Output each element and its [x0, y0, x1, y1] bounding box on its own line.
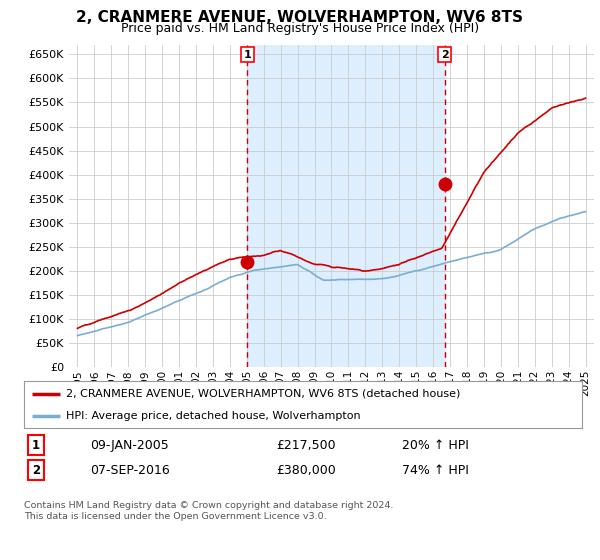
Text: 2: 2	[441, 50, 449, 59]
Text: 2, CRANMERE AVENUE, WOLVERHAMPTON, WV6 8TS (detached house): 2, CRANMERE AVENUE, WOLVERHAMPTON, WV6 8…	[66, 389, 460, 399]
Text: 07-SEP-2016: 07-SEP-2016	[90, 464, 170, 477]
Text: HPI: Average price, detached house, Wolverhampton: HPI: Average price, detached house, Wolv…	[66, 410, 361, 421]
Text: 2, CRANMERE AVENUE, WOLVERHAMPTON, WV6 8TS: 2, CRANMERE AVENUE, WOLVERHAMPTON, WV6 8…	[77, 10, 523, 25]
Text: Contains HM Land Registry data © Crown copyright and database right 2024.
This d: Contains HM Land Registry data © Crown c…	[24, 501, 394, 521]
Text: £217,500: £217,500	[276, 438, 335, 452]
Text: 2: 2	[32, 464, 40, 477]
Text: 1: 1	[32, 438, 40, 452]
Text: £380,000: £380,000	[276, 464, 336, 477]
Text: 1: 1	[244, 50, 251, 59]
Text: Price paid vs. HM Land Registry's House Price Index (HPI): Price paid vs. HM Land Registry's House …	[121, 22, 479, 35]
Bar	[247, 45, 445, 367]
Text: 20% ↑ HPI: 20% ↑ HPI	[402, 438, 469, 452]
Text: 74% ↑ HPI: 74% ↑ HPI	[402, 464, 469, 477]
Text: 09-JAN-2005: 09-JAN-2005	[90, 438, 169, 452]
